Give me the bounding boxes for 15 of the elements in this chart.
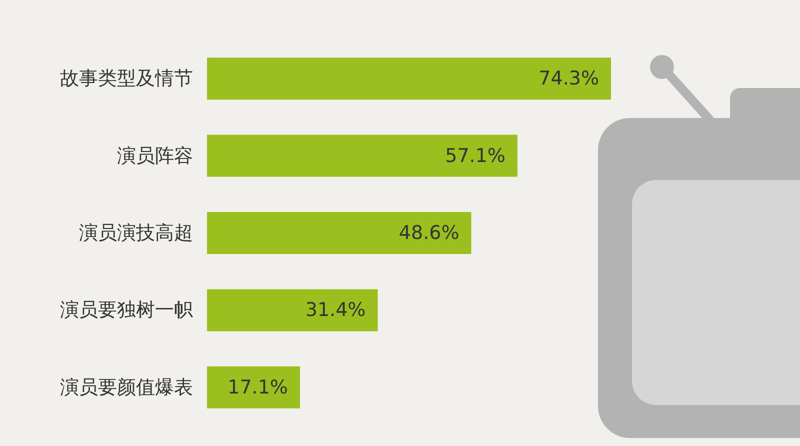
data-label: 48.6% bbox=[398, 222, 460, 244]
data-label: 17.1% bbox=[228, 376, 288, 398]
y-tick-label: 演员要独树一帜 bbox=[60, 299, 193, 322]
data-label: 57.1% bbox=[445, 144, 506, 167]
bar bbox=[207, 289, 378, 332]
y-tick-label: 故事类型及情节 bbox=[60, 68, 193, 90]
y-tick-label: 演员要颜值爆表 bbox=[60, 376, 193, 398]
data-label: 31.4% bbox=[305, 299, 366, 322]
y-tick-label: 演员阵容 bbox=[117, 144, 193, 167]
y-tick-label: 演员演技高超 bbox=[79, 222, 193, 244]
bar bbox=[207, 212, 472, 254]
bar bbox=[207, 58, 611, 100]
bar bbox=[207, 366, 300, 408]
data-label: 74.3% bbox=[538, 68, 599, 90]
bar bbox=[207, 134, 518, 177]
